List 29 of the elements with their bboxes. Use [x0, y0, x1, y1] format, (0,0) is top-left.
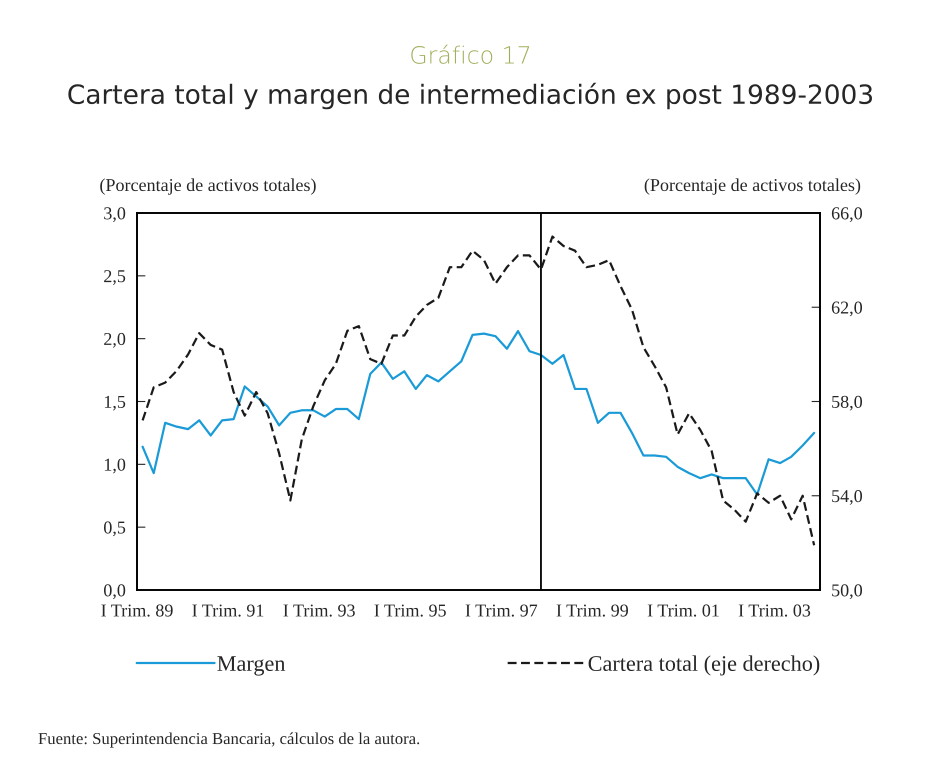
y-tick-label: 3,0 — [104, 207, 126, 222]
y-tick-label: 2,5 — [104, 270, 126, 285]
x-tick-label: I Trim. 95 — [374, 604, 446, 617]
y-tick-label: 0,0 — [104, 584, 126, 600]
line-series — [142, 235, 816, 546]
y2-tick-label: 50,0 — [832, 584, 862, 600]
x-tick-label: I Trim. 91 — [192, 604, 264, 617]
y2-tick-label: 58,0 — [832, 396, 862, 411]
y2-tick-label: 66,0 — [832, 207, 862, 222]
source-note: Fuente: Superintendencia Bancaria, cálculos de la autora. — [38, 732, 420, 748]
y-tick-label: 1,0 — [104, 458, 126, 474]
y2-tick-label: 54,0 — [832, 490, 862, 505]
chart-subtitle: Gráfico 17 — [411, 44, 530, 64]
x-tick-label: I Trim. 89 — [101, 604, 173, 617]
x-tick-label: I Trim. 97 — [466, 604, 538, 617]
y-tick-label: 1,5 — [104, 396, 126, 411]
x-tick-label: I Trim. 01 — [648, 604, 719, 617]
y-tick-label: 0,5 — [104, 521, 126, 536]
y-tick-label: 2,0 — [104, 332, 126, 348]
legend-label: Margen — [217, 656, 286, 676]
y2-axis-title: (Porcentaje de activos totales) — [644, 178, 860, 195]
x-tick-label: I Trim. 93 — [283, 604, 355, 617]
legend-label: Cartera total (eje derecho) — [588, 655, 820, 676]
x-tick-label: I Trim. 03 — [738, 604, 810, 617]
y2-tick-label: 62,0 — [832, 302, 862, 316]
x-tick-label: I Trim. 99 — [556, 604, 628, 617]
y-axis-title: (Porcentaje de activos totales) — [100, 178, 316, 195]
chart-title: Cartera total y margen de intermediación ex post 1989-2003 — [68, 82, 872, 110]
line-series — [142, 330, 816, 496]
